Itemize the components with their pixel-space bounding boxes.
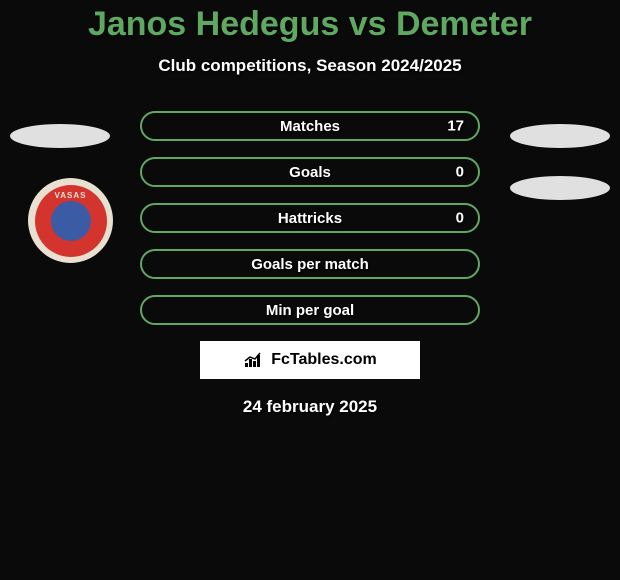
chart-bars-icon: [243, 351, 265, 369]
stat-row-min-per-goal: Min per goal: [140, 295, 480, 325]
stat-row-matches: Matches 17: [140, 111, 480, 141]
brand-text: FcTables.com: [271, 351, 377, 369]
player2-placeholder-icon: [510, 124, 610, 148]
stat-label: Matches: [280, 118, 340, 135]
brand-footer[interactable]: FcTables.com: [200, 341, 420, 379]
page-title: Janos Hedegus vs Demeter: [0, 5, 620, 44]
stat-label: Min per goal: [266, 302, 354, 319]
stat-row-hattricks: Hattricks 0: [140, 203, 480, 233]
player1-placeholder-icon: [10, 124, 110, 148]
date-label: 24 february 2025: [0, 397, 620, 417]
main-container: Janos Hedegus vs Demeter Club competitio…: [0, 0, 620, 417]
club-badge-inner: VASAS: [35, 185, 107, 257]
club-badge-icon: VASAS: [28, 178, 113, 263]
stat-label: Goals per match: [251, 256, 369, 273]
stat-value: 0: [456, 164, 464, 181]
stats-wrapper: Matches 17 Goals 0 Hattricks 0 Goals per…: [140, 111, 480, 325]
club-badge-center: [51, 201, 91, 241]
subtitle: Club competitions, Season 2024/2025: [0, 56, 620, 76]
stat-row-goals: Goals 0: [140, 157, 480, 187]
stat-label: Goals: [289, 164, 331, 181]
stat-row-goals-per-match: Goals per match: [140, 249, 480, 279]
badge-text: VASAS: [55, 191, 87, 200]
stat-value: 0: [456, 210, 464, 227]
club2-placeholder-icon: [510, 176, 610, 200]
stat-value: 17: [447, 118, 464, 135]
stat-label: Hattricks: [278, 210, 342, 227]
